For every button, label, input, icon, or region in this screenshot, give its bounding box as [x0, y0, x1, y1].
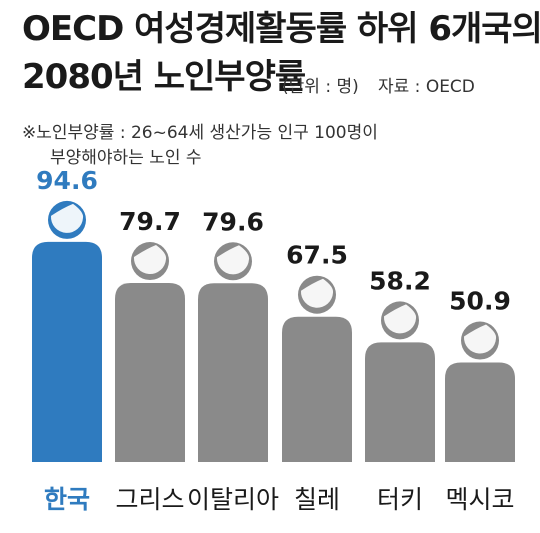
unit-label: (단위 : 명)	[282, 77, 359, 97]
bar-body-5	[445, 362, 515, 462]
bar-face-0	[50, 203, 84, 233]
bar-body-1	[115, 283, 185, 462]
source-label: 자료 : OECD	[378, 77, 475, 97]
chart-title-line2: 2080년 노인부양률	[22, 57, 306, 97]
bar-figure-3	[282, 275, 352, 462]
bar-face-1	[133, 245, 167, 275]
value-label-2: 79.6	[202, 207, 264, 236]
bar-face-3	[300, 278, 334, 308]
bar-face-5	[463, 324, 497, 354]
category-label-0: 한국	[44, 485, 90, 514]
category-label-5: 멕시코	[445, 485, 514, 514]
category-label-3: 칠레	[294, 485, 340, 514]
bar-figure-2	[198, 242, 268, 462]
footnote-line1: ※노인부양률 : 26~64세 생산가능 인구 100명이	[22, 123, 378, 143]
bar-figure-1	[115, 242, 185, 462]
chart-title-line1: OECD 여성경제활동률 하위 6개국의	[22, 9, 540, 49]
bar-figure-4	[365, 301, 435, 462]
category-label-2: 이탈리아	[187, 485, 279, 514]
bar-face-2	[216, 245, 250, 275]
bar-figure-5	[445, 321, 515, 462]
category-label-1: 그리스	[115, 485, 184, 514]
bar-body-0	[32, 241, 102, 462]
bar-body-2	[198, 283, 268, 462]
value-label-4: 58.2	[369, 266, 431, 295]
value-label-0: 94.6	[36, 166, 98, 195]
category-label-4: 터키	[377, 485, 423, 514]
bar-face-4	[383, 304, 417, 334]
footnote-line2: 부양해야하는 노인 수	[50, 148, 202, 168]
bar-body-3	[282, 316, 352, 462]
value-label-3: 67.5	[286, 241, 348, 270]
bar-body-4	[365, 342, 435, 462]
value-label-1: 79.7	[119, 207, 181, 236]
value-label-5: 50.9	[449, 287, 511, 316]
bar-figure-0	[32, 200, 102, 462]
